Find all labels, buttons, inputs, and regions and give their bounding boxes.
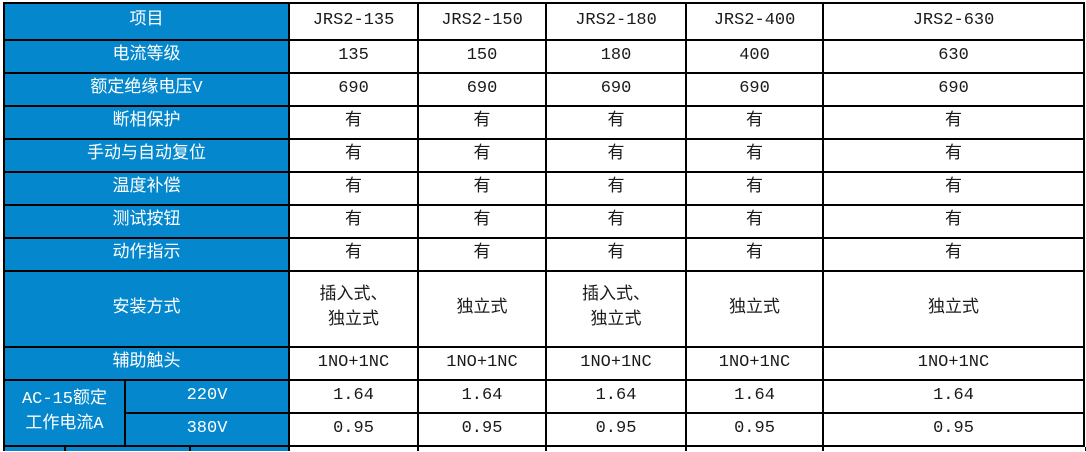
row-label: 额定绝缘电压V [3,72,290,107]
table-cell: 有 [545,204,687,239]
table-row-insulation-voltage: 额定绝缘电压V 690 690 690 690 690 [3,72,1085,107]
table-cell: 有 [822,171,1085,206]
table-cell: 有 [685,105,824,140]
table-cell: 有 [822,105,1085,140]
row-label: 安装方式 [3,270,290,348]
cell-border-stub [685,447,687,451]
row-label: 测试按钮 [3,204,290,239]
table-cell: 独立式 [685,270,824,348]
cell-border-stub [288,447,290,451]
spec-table-wrapper: 项目 JRS2-135 JRS2-150 JRS2-180 JRS2-400 J… [3,2,1086,451]
cutoff-blue-segment [5,447,290,451]
cell-border-stub [189,447,191,451]
table-cell: 0.95 [417,412,547,447]
table-cell: 有 [417,105,547,140]
table-cell: 有 [417,204,547,239]
table-row-ac15-220v: AC-15额定 工作电流A 220V 1.64 1.64 1.64 1.64 1… [3,379,1085,447]
table-cell: 有 [685,171,824,206]
table-cell: 0.95 [288,412,419,447]
model-header-jrs2-180: JRS2-180 [545,2,687,41]
table-cell: 插入式、 独立式 [288,270,419,348]
table-cell: 1.64 [822,379,1085,414]
cell-border-stub [545,447,547,451]
table-cell: 0.95 [685,412,824,447]
cell-border-stub [417,447,419,451]
table-cell: 1NO+1NC [685,346,824,381]
table-row-temperature-compensation: 温度补偿 有 有 有 有 有 [3,171,1085,206]
ac15-voltage-380v: 380V [124,412,290,447]
table-row-test-button: 测试按钮 有 有 有 有 有 [3,204,1085,239]
row-label: 辅助触头 [3,346,290,381]
table-cell: 有 [685,204,824,239]
table-cell: 独立式 [822,270,1085,348]
table-cell: 有 [822,138,1085,173]
row-label: 断相保护 [3,105,290,140]
table-cell: 630 [822,39,1085,74]
cell-border-stub [822,447,824,451]
row-label: 手动与自动复位 [3,138,290,173]
table-cell: 有 [685,237,824,272]
table-row-current-rating: 电流等级 135 150 180 400 630 [3,39,1085,74]
table-cell: 有 [545,237,687,272]
table-cell: 有 [288,171,419,206]
table-cell: 有 [545,138,687,173]
table-cell: 有 [417,237,547,272]
table-cell: 独立式 [417,270,547,348]
table-cell: 690 [685,72,824,107]
row-label: 动作指示 [3,237,290,272]
table-row-action-indicator: 动作指示 有 有 有 有 有 [3,237,1085,272]
table-cell: 有 [417,138,547,173]
cell-border-stub [64,447,66,451]
table-cell: 1.64 [288,379,419,414]
model-header-jrs2-150: JRS2-150 [417,2,547,41]
table-cell: 690 [545,72,687,107]
table-cell: 有 [417,171,547,206]
ac15-label-cell: AC-15额定 工作电流A [3,379,126,447]
ac15-voltage-220v: 220V [124,379,290,414]
model-header-jrs2-135: JRS2-135 [288,2,419,41]
table-row-mounting-type: 安装方式 插入式、 独立式 独立式 插入式、 独立式 独立式 独立式 [3,270,1085,348]
table-cell: 135 [288,39,419,74]
table-cell: 0.95 [545,412,687,447]
table-cell: 400 [685,39,824,74]
table-cell: 1NO+1NC [545,346,687,381]
spec-table: 项目 JRS2-135 JRS2-150 JRS2-180 JRS2-400 J… [3,2,1085,447]
table-row-phase-failure-protection: 断相保护 有 有 有 有 有 [3,105,1085,140]
model-header-jrs2-630: JRS2-630 [822,2,1085,41]
table-cell: 有 [822,237,1085,272]
table-cell: 1NO+1NC [288,346,419,381]
table-cell: 1.64 [685,379,824,414]
table-cell: 1.64 [417,379,547,414]
table-cell: 0.95 [822,412,1085,447]
table-cell: 1NO+1NC [417,346,547,381]
header-label-cell: 项目 [3,2,290,41]
table-cell: 690 [288,72,419,107]
table-cell: 有 [545,171,687,206]
table-cell: 180 [545,39,687,74]
table-cell: 1.64 [545,379,687,414]
cutoff-partial-row [3,447,1086,451]
table-row-auxiliary-contacts: 辅助触头 1NO+1NC 1NO+1NC 1NO+1NC 1NO+1NC 1NO… [3,346,1085,381]
row-label: 电流等级 [3,39,290,74]
table-cell: 有 [288,138,419,173]
table-cell: 有 [288,105,419,140]
table-cell: 插入式、 独立式 [545,270,687,348]
table-cell: 有 [545,105,687,140]
table-cell: 有 [288,204,419,239]
table-row-manual-auto-reset: 手动与自动复位 有 有 有 有 有 [3,138,1085,173]
table-cell: 690 [822,72,1085,107]
table-header-row: 项目 JRS2-135 JRS2-150 JRS2-180 JRS2-400 J… [3,2,1085,41]
table-cell: 150 [417,39,547,74]
table-cell: 1NO+1NC [822,346,1085,381]
table-cell: 有 [685,138,824,173]
table-row-ac15-380v: 380V 0.95 0.95 0.95 0.95 0.95 [4,412,1085,447]
table-cell: 有 [288,237,419,272]
row-label: 温度补偿 [3,171,290,206]
table-cell: 有 [822,204,1085,239]
model-header-jrs2-400: JRS2-400 [685,2,824,41]
table-cell: 690 [417,72,547,107]
